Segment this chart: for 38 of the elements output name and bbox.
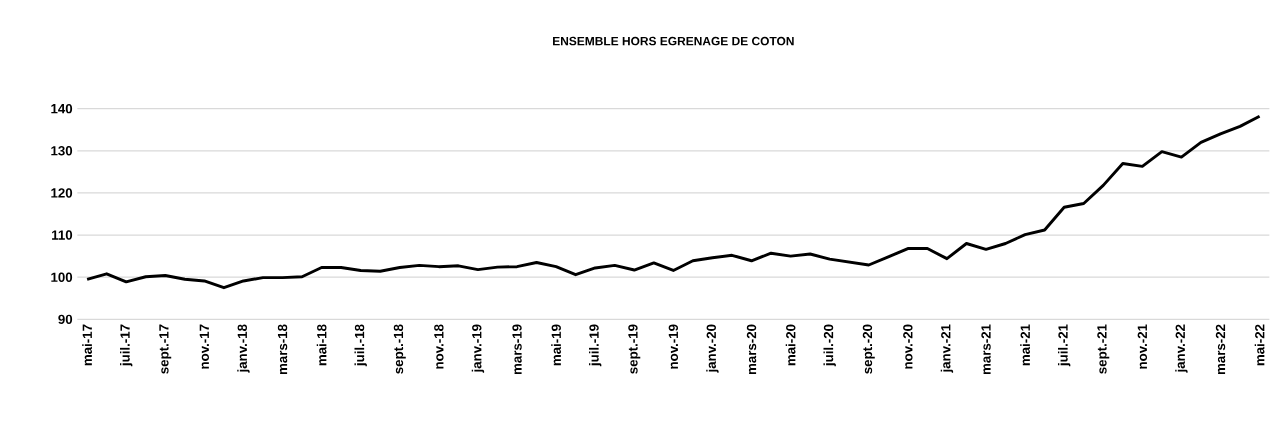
x-tick-label: mai-18	[316, 324, 327, 366]
x-tick-label: nov.-19	[668, 324, 679, 369]
x-tick-label: nov.-18	[434, 324, 444, 369]
x-tick-label: janv.-22	[1175, 324, 1188, 373]
y-tick-label: 100	[51, 272, 73, 282]
x-tick-label: sept.-20	[862, 324, 875, 374]
x-tick-label: sept.-18	[393, 324, 406, 374]
y-tick-label: 120	[51, 188, 73, 198]
x-tick-label: nov.-21	[1137, 324, 1148, 369]
x-tick-label: nov.-20	[903, 324, 913, 369]
x-tick-label: nov.-17	[199, 324, 209, 369]
x-tick-label: mai-22	[1254, 324, 1265, 366]
x-tick-label: sept.-19	[628, 324, 641, 374]
x-tick-label: janv.-19	[471, 324, 485, 373]
x-tick-label: juil.-20	[823, 324, 836, 367]
x-tick-label: sept.-17	[159, 324, 172, 374]
x-tick-label: juil.-18	[354, 324, 367, 367]
chart-title: ENSEMBLE HORS EGRENAGE DE COTON	[553, 36, 794, 46]
x-tick-label: mai-20	[785, 324, 796, 366]
x-tick-label: mars-20	[746, 324, 757, 375]
x-tick-label: janv.-21	[940, 324, 954, 373]
x-tick-label: mai-21	[1020, 324, 1030, 366]
x-tick-label: mars-22	[1215, 324, 1226, 375]
x-tick-label: mars-21	[981, 324, 991, 375]
y-tick-label: 130	[51, 146, 73, 156]
y-tick-label: 90	[58, 314, 73, 325]
y-tick-label: 110	[52, 230, 73, 240]
x-tick-label: juil.-17	[120, 324, 133, 367]
y-tick-label: 140	[51, 103, 73, 114]
x-tick-label: janv.-20	[706, 324, 719, 373]
x-tick-label: mai-17	[82, 324, 92, 366]
x-tick-label: mai-19	[551, 324, 561, 366]
x-tick-label: sept.-21	[1097, 324, 1110, 374]
x-tick-label: mars-18	[277, 324, 288, 375]
x-tick-label: mars-19	[512, 324, 522, 375]
x-tick-label: juil.-19	[588, 324, 602, 367]
x-tick-label: juil.-21	[1057, 324, 1071, 367]
x-tick-label: janv.-18	[237, 324, 250, 373]
